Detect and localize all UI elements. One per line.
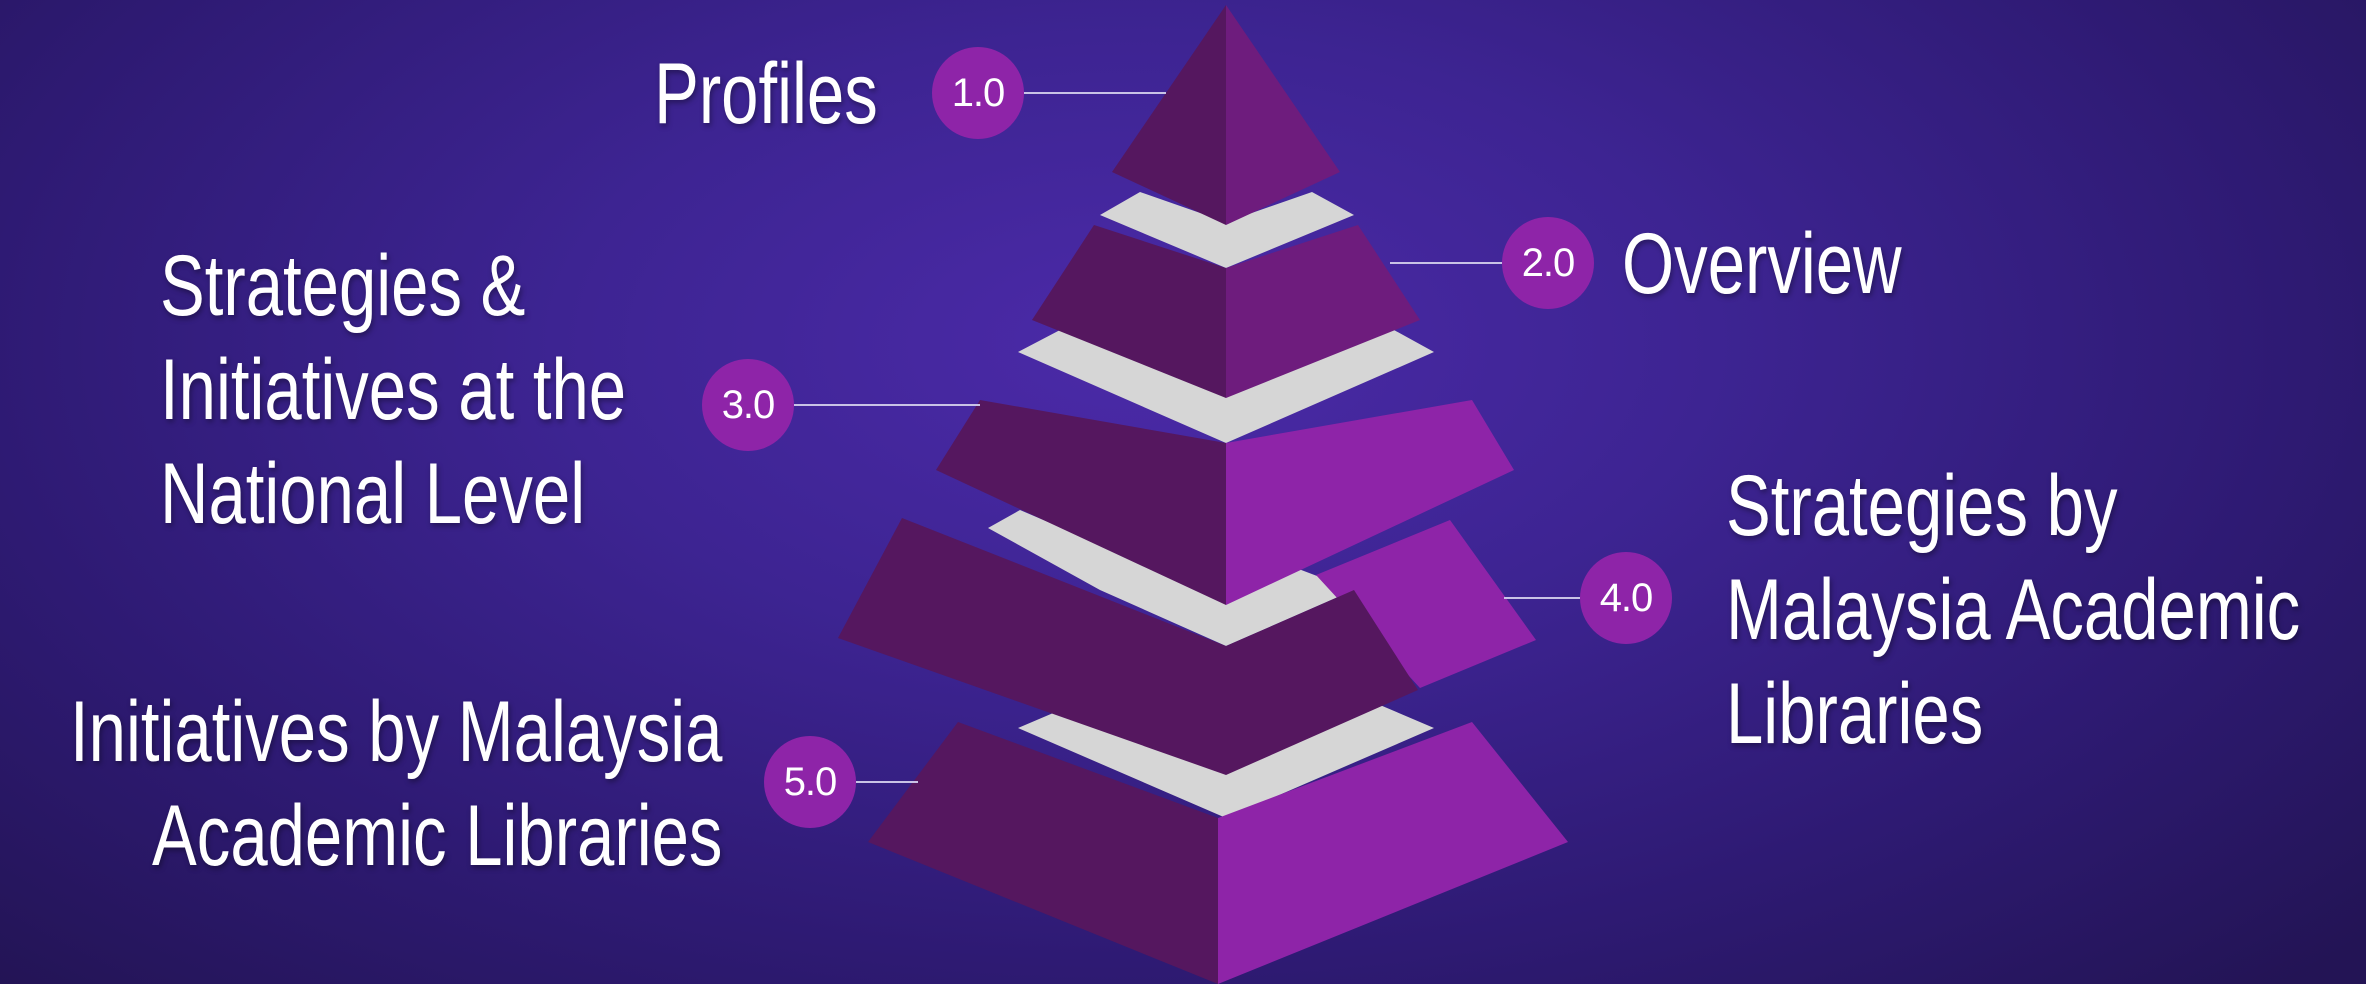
level-3-title: Strategies & Initiatives at the National… xyxy=(160,234,626,546)
level-5-number-badge: 5.0 xyxy=(764,736,856,828)
level-1-title-line: Profiles xyxy=(654,46,878,142)
level-1-left-face xyxy=(1112,5,1226,225)
level-5-right-face xyxy=(1218,722,1568,984)
level-4-left-face xyxy=(838,518,1226,775)
level-2-title-line: Overview xyxy=(1622,216,1902,312)
level-1-number-badge: 1.0 xyxy=(932,47,1024,139)
level-3-title-line-3: National Level xyxy=(160,446,586,542)
level-4-right-face xyxy=(1316,520,1536,688)
level-4-title: Strategies by Malaysia Academic Librarie… xyxy=(1726,454,2300,766)
level-5-title-line-1: Initiatives by Malaysia xyxy=(69,684,722,780)
level-2-right-face xyxy=(1226,225,1420,398)
level-4-title-line-1: Strategies by xyxy=(1726,458,2118,554)
level-4-number-badge: 4.0 xyxy=(1580,552,1672,644)
level-3-title-line-1: Strategies & xyxy=(160,238,526,334)
level-1-right-face xyxy=(1226,5,1340,225)
level-4-title-line-3: Libraries xyxy=(1726,666,1984,762)
level-4-title-line-2: Malaysia Academic xyxy=(1726,562,2301,658)
level-5-title-line-2: Academic Libraries xyxy=(151,788,722,884)
level-4-mid-face xyxy=(1226,590,1418,775)
level-1-title: Profiles xyxy=(654,42,878,146)
level-3-title-line-2: Initiatives at the xyxy=(160,342,627,438)
separator-2 xyxy=(1018,330,1434,443)
level-5-left-face xyxy=(868,722,1218,984)
separator-1 xyxy=(1100,192,1354,268)
level-2-number-badge: 2.0 xyxy=(1502,217,1594,309)
level-3-left-face xyxy=(936,400,1226,605)
level-2-left-face xyxy=(1032,225,1226,398)
level-2-title: Overview xyxy=(1622,212,1902,316)
level-3-number-badge: 3.0 xyxy=(702,359,794,451)
level-5-title: Initiatives by Malaysia Academic Librari… xyxy=(70,680,722,888)
level-3-right-face xyxy=(1226,400,1514,605)
